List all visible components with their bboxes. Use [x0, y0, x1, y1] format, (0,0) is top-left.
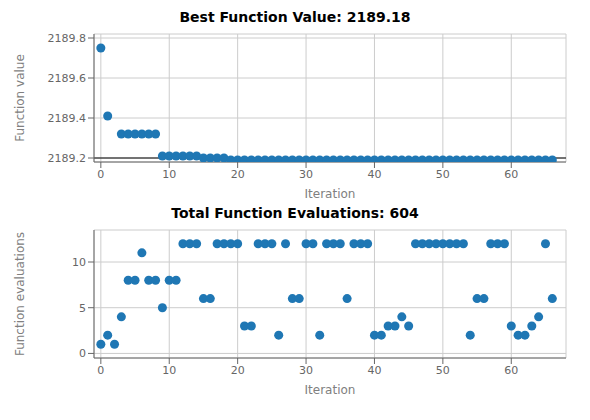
svg-text:60: 60 — [504, 364, 518, 377]
svg-text:20: 20 — [231, 168, 245, 181]
svg-text:40: 40 — [367, 364, 381, 377]
svg-text:Function evaluations: Function evaluations — [13, 232, 27, 356]
svg-text:60: 60 — [504, 168, 518, 181]
svg-text:0: 0 — [97, 168, 104, 181]
svg-text:50: 50 — [436, 364, 450, 377]
svg-text:30: 30 — [299, 168, 313, 181]
svg-text:2189.2: 2189.2 — [48, 152, 87, 165]
svg-text:50: 50 — [436, 168, 450, 181]
svg-text:30: 30 — [299, 364, 313, 377]
svg-text:2189.6: 2189.6 — [48, 72, 87, 85]
svg-text:10: 10 — [162, 364, 176, 377]
svg-text:10: 10 — [72, 256, 86, 269]
html-text:Best Function Value: 2189.18: Best Function Value: 2189.18 — [179, 9, 411, 25]
svg-text:20: 20 — [231, 364, 245, 377]
html-text:Total Function Evaluations: 60: Total Function Evaluations: 604 — [171, 205, 419, 221]
svg-text:0: 0 — [97, 364, 104, 377]
svg-text:5: 5 — [79, 302, 86, 315]
svg-text:Function value: Function value — [13, 54, 27, 142]
svg-text:Iteration: Iteration — [305, 187, 356, 201]
svg-text:40: 40 — [367, 168, 381, 181]
svg-text:Iteration: Iteration — [305, 383, 356, 397]
svg-text:0: 0 — [79, 347, 86, 360]
svg-text:2189.4: 2189.4 — [48, 112, 87, 125]
svg-text:10: 10 — [162, 168, 176, 181]
svg-text:2189.8: 2189.8 — [48, 32, 87, 45]
